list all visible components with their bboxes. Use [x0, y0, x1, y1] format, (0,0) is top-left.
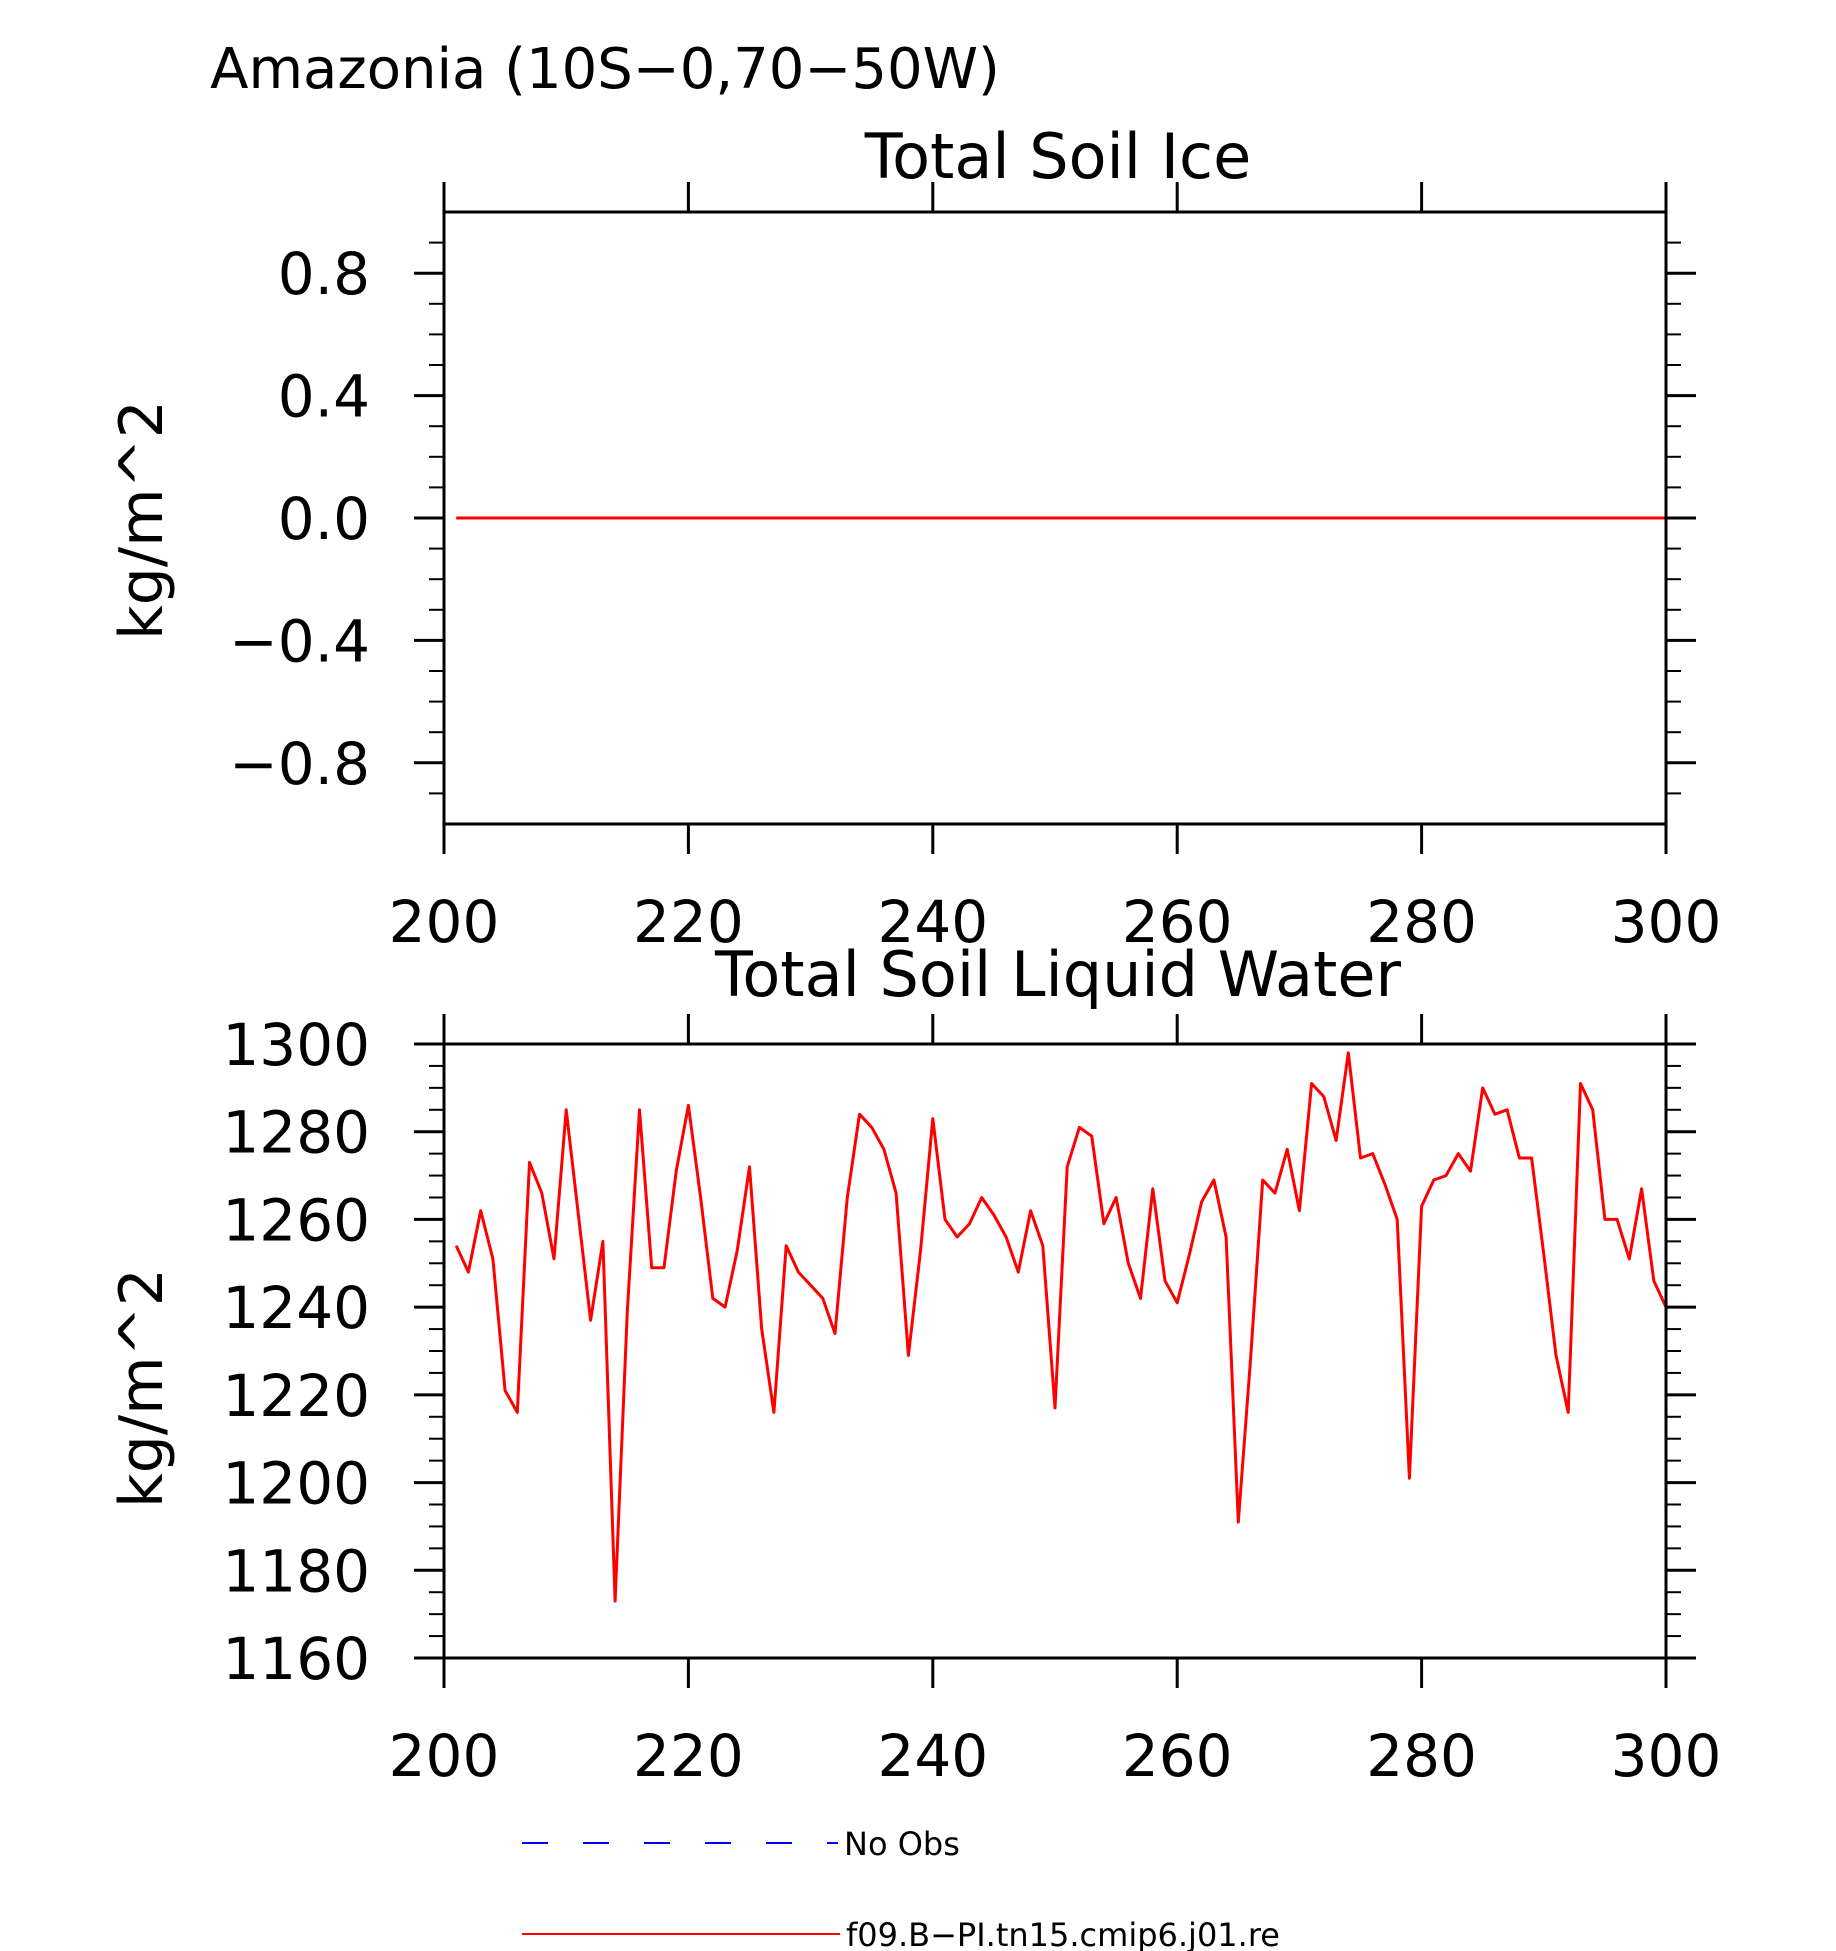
y-tick-label: 1300	[222, 1011, 370, 1079]
y-tick-label: −0.8	[229, 730, 370, 798]
y-tick-label: 1280	[222, 1099, 370, 1167]
series-line	[454, 1051, 1668, 1603]
y-tick-label: 1240	[222, 1274, 370, 1342]
x-tick-label: 280	[1366, 1722, 1477, 1790]
tick-labels: 200 220 240 260 280 300 0.8 0.4 0.0 −0.4 −0.8	[229, 240, 1721, 956]
y-axis-label: kg/m^2	[107, 400, 177, 640]
legend-label-no-obs: No Obs	[844, 1825, 960, 1863]
plot-frame	[442, 1042, 1668, 1660]
x-tick-label: 220	[633, 1722, 744, 1790]
y-tick-label: 1160	[222, 1625, 370, 1693]
y-tick-label: −0.4	[229, 607, 370, 675]
x-tick-label: 240	[877, 1722, 988, 1790]
panel-title: Total Soil Liquid Water	[714, 938, 1401, 1011]
x-tick-label: 200	[389, 888, 500, 956]
x-tick-label: 200	[389, 1722, 500, 1790]
x-tick-label: 300	[1611, 888, 1722, 956]
x-tick-label: 240	[877, 888, 988, 956]
y-axis-label: kg/m^2	[107, 1268, 177, 1508]
x-tick-label: 300	[1611, 1722, 1722, 1790]
axis-ticks	[414, 182, 1696, 854]
y-tick-label: 1200	[222, 1450, 370, 1518]
panel-total-soil-ice: Total Soil Ice kg/m^2 200 220 240 260 280 300…	[107, 120, 1721, 956]
y-tick-label: 1260	[222, 1186, 370, 1254]
series-group	[454, 1051, 1668, 1603]
panel-title: Total Soil Ice	[864, 120, 1251, 193]
y-tick-label: 0.4	[278, 363, 370, 431]
y-tick-label: 0.0	[278, 485, 370, 553]
axis-ticks	[414, 1014, 1696, 1688]
y-tick-label: 1180	[222, 1537, 370, 1605]
y-tick-label: 0.8	[278, 240, 370, 308]
plot-frame	[442, 210, 1668, 826]
y-tick-label: 1220	[222, 1362, 370, 1430]
figure-title: Amazonia (10S−0,70−50W)	[210, 37, 1000, 102]
x-tick-label: 260	[1122, 888, 1233, 956]
tick-labels: 200 220 240 260 280 300 1300 1280 1260 1240 1220 12…	[222, 1011, 1721, 1790]
legend: No Obs f09.B−PI.tn15.cmip6.j01.re	[522, 1825, 1280, 1951]
x-tick-label: 260	[1122, 1722, 1233, 1790]
legend-label-model: f09.B−PI.tn15.cmip6.j01.re	[846, 1916, 1280, 1951]
x-tick-label: 220	[633, 888, 744, 956]
panel-total-soil-liquid-water: Total Soil Liquid Water kg/m^2 200 220 240…	[107, 938, 1721, 1790]
x-tick-label: 280	[1366, 888, 1477, 956]
